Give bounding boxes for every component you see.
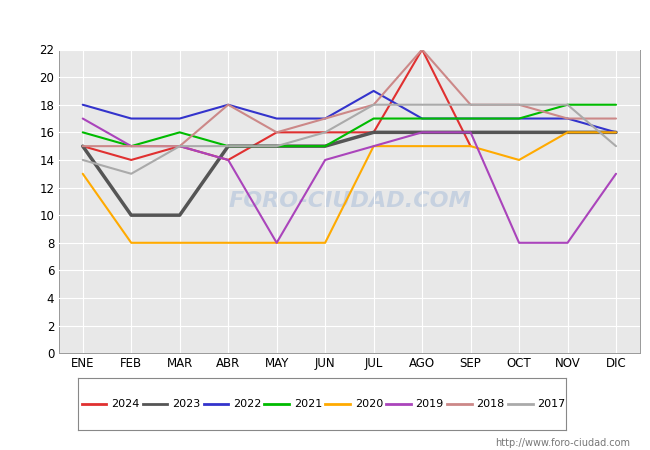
Text: 2023: 2023 [172, 399, 200, 409]
Text: 2019: 2019 [415, 399, 444, 409]
Text: Afiliados en Neila a 30/9/2024: Afiliados en Neila a 30/9/2024 [189, 14, 461, 33]
Text: 2024: 2024 [111, 399, 139, 409]
Text: 2017: 2017 [538, 399, 566, 409]
Text: 2018: 2018 [476, 399, 505, 409]
Text: 2021: 2021 [294, 399, 322, 409]
Text: http://www.foro-ciudad.com: http://www.foro-ciudad.com [495, 438, 630, 448]
Text: FORO-CIUDAD.COM: FORO-CIUDAD.COM [228, 191, 471, 212]
Text: 2020: 2020 [355, 399, 383, 409]
Text: 2022: 2022 [233, 399, 261, 409]
